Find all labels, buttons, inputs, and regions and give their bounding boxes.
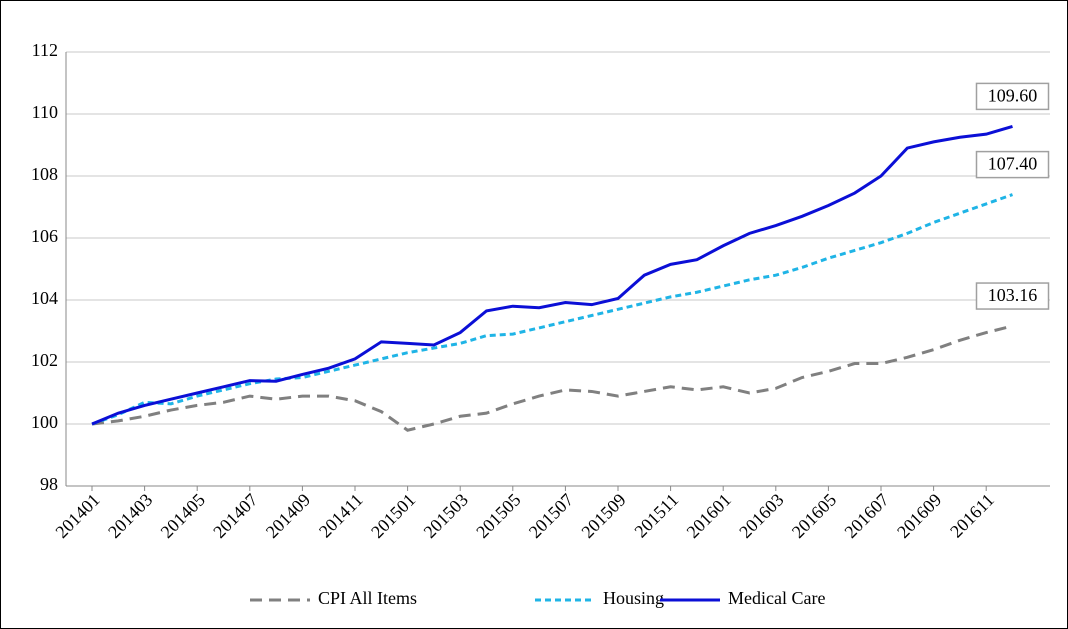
series-line: [91, 124, 1013, 426]
series-line: [91, 324, 1013, 432]
legend-label: Medical Care: [728, 588, 825, 608]
y-tick-label: 108: [31, 164, 58, 184]
data-label-box: [975, 150, 1050, 179]
data-label: 109.60: [988, 86, 1038, 106]
y-tick-label: 112: [32, 40, 58, 60]
data-label-box: [975, 82, 1050, 111]
y-tick-label: 98: [40, 474, 58, 494]
data-label: 107.40: [988, 154, 1038, 174]
y-tick-label: 100: [31, 412, 58, 432]
y-tick-label: 102: [31, 350, 58, 370]
legend-label: Housing: [603, 588, 664, 608]
series-line: [91, 193, 1014, 426]
legend-label: CPI All Items: [318, 588, 417, 608]
y-tick-label: 106: [31, 226, 58, 246]
data-label-box: [975, 282, 1050, 310]
y-tick-label: 110: [32, 102, 58, 122]
y-tick-label: 104: [31, 288, 58, 308]
data-label: 103.16: [988, 285, 1038, 305]
